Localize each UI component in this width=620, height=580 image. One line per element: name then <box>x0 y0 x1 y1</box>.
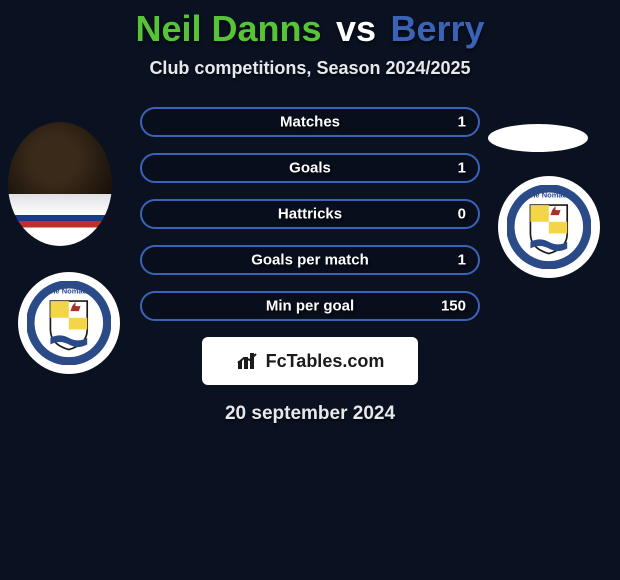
svg-text:The Nomads: The Nomads <box>526 191 571 200</box>
title-player1: Neil Danns <box>135 8 321 49</box>
stat-label: Min per goal <box>266 298 354 315</box>
stat-label: Goals per match <box>251 252 369 269</box>
stat-label: Matches <box>280 114 340 131</box>
comparison-title: Neil Danns vs Berry <box>0 0 620 50</box>
snapshot-date: 20 september 2024 <box>0 403 620 425</box>
chart-icon <box>236 351 260 371</box>
stat-value-player2: 1 <box>458 114 466 131</box>
stat-row: Goals 1 <box>140 153 480 183</box>
svg-text:The Nomads: The Nomads <box>46 287 91 296</box>
stat-row: Hattricks 0 <box>140 199 480 229</box>
stat-value-player2: 0 <box>458 206 466 223</box>
club-crest-icon: The Nomads <box>507 185 591 269</box>
title-player2: Berry <box>390 8 484 49</box>
player2-club-badge: The Nomads <box>498 176 600 278</box>
stat-value-player2: 1 <box>458 252 466 269</box>
brand-pill[interactable]: FcTables.com <box>202 337 418 385</box>
stat-row: Matches 1 <box>140 107 480 137</box>
brand-label: FcTables.com <box>266 351 385 372</box>
stat-label: Goals <box>289 160 331 177</box>
player1-club-badge: The Nomads <box>18 272 120 374</box>
stat-value-player2: 150 <box>441 298 466 315</box>
club-crest-icon: The Nomads <box>27 281 111 365</box>
stat-value-player2: 1 <box>458 160 466 177</box>
stats-block: Matches 1 Goals 1 Hattricks 0 Goals per match 1… <box>140 107 480 321</box>
title-vs: vs <box>336 8 376 49</box>
subtitle: Club competitions, Season 2024/2025 <box>0 58 620 79</box>
stat-row: Goals per match 1 <box>140 245 480 275</box>
player2-photo-placeholder <box>488 124 588 152</box>
player1-photo <box>8 122 112 246</box>
stat-label: Hattricks <box>278 206 342 223</box>
stat-row: Min per goal 150 <box>140 291 480 321</box>
